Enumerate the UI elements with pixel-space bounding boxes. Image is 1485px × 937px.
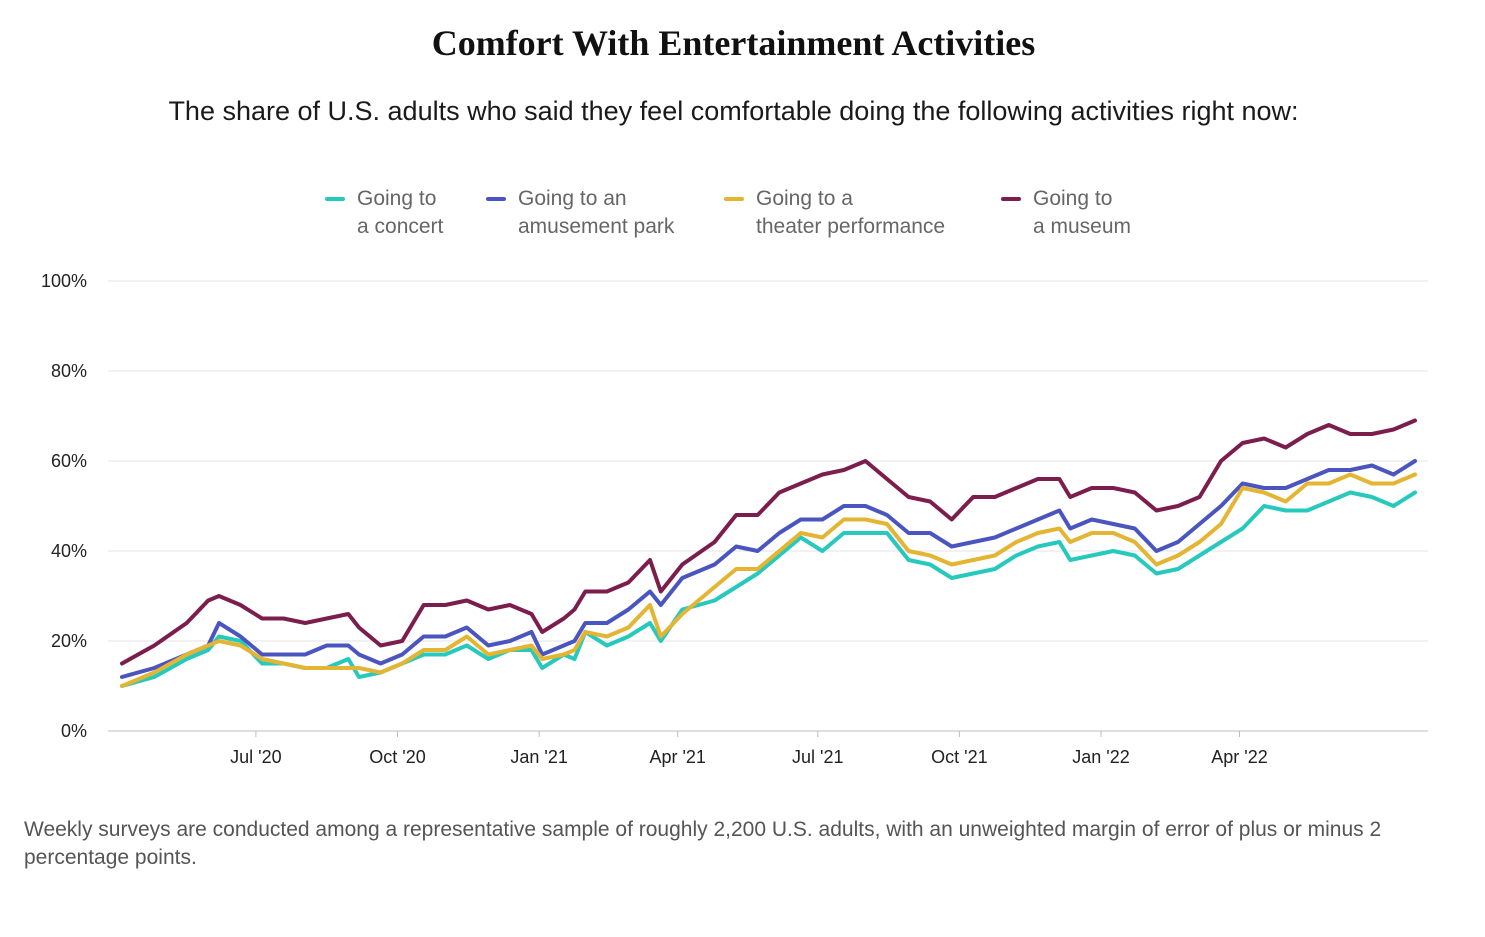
series-line-concert xyxy=(120,490,1417,688)
legend-label-theater: Going to a theater performance xyxy=(756,187,946,238)
x-tick-label: Jul '21 xyxy=(792,747,843,767)
y-tick-label: 0% xyxy=(61,721,87,741)
series-lines xyxy=(120,418,1417,688)
x-tick-label: Apr '22 xyxy=(1211,747,1267,767)
series-line-theater xyxy=(120,472,1417,688)
x-tick-label: Apr '21 xyxy=(649,747,705,767)
legend-swatch-amusement-park xyxy=(486,197,506,201)
y-axis-ticks: 0% 20% 40% 60% 80% 100% xyxy=(41,271,87,741)
grid-lines xyxy=(108,280,1428,732)
x-tick-label: Jul '20 xyxy=(230,747,281,767)
y-tick-label: 20% xyxy=(51,631,87,651)
x-tick-label: Jan '22 xyxy=(1072,747,1129,767)
y-tick-label: 80% xyxy=(51,361,87,381)
x-tick-label: Jan '21 xyxy=(510,747,567,767)
legend-swatch-museum xyxy=(1001,197,1021,201)
legend-label-concert: Going to a concert xyxy=(357,187,444,238)
footnote: Weekly surveys are conducted among a rep… xyxy=(24,818,1382,869)
legend-swatch-concert xyxy=(325,197,345,201)
y-tick-label: 40% xyxy=(51,541,87,561)
y-tick-label: 100% xyxy=(41,271,87,291)
line-chart: 0% 20% 40% 60% 80% 100% Jul '20 Oct '20 Jan '21… xyxy=(41,271,1428,767)
legend: Going to a concert Going to an amusement… xyxy=(0,185,1467,245)
chart-title: Comfort With Entertainment Activities xyxy=(431,23,1036,63)
x-axis-ticks: Jul '20 Oct '20 Jan '21 Apr '21 Jul '21 Oct '… xyxy=(230,731,1268,767)
series-line-amusement-park xyxy=(120,459,1417,679)
legend-label-museum: Going to a museum xyxy=(1033,187,1132,238)
y-tick-label: 60% xyxy=(51,451,87,471)
legend-label-amusement-park: Going to an amusement park xyxy=(518,187,675,238)
series-line-museum xyxy=(120,418,1417,666)
x-tick-label: Oct '21 xyxy=(931,747,987,767)
x-tick-label: Oct '20 xyxy=(369,747,425,767)
legend-swatch-theater xyxy=(724,197,744,201)
chart-subtitle: The share of U.S. adults who said they f… xyxy=(168,96,1299,126)
